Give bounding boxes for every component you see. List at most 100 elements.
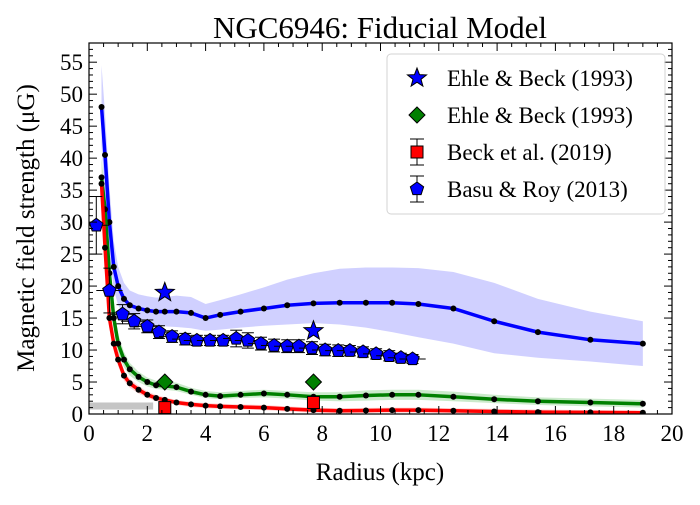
ehle-beck-diamond-1 bbox=[304, 373, 323, 391]
model-point-0-12 bbox=[188, 309, 195, 316]
model-point-0-2 bbox=[106, 219, 113, 226]
model-lines bbox=[98, 103, 646, 414]
legend: Ehle & Beck (1993) Ehle & Beck (1993) Beck… bbox=[386, 53, 666, 215]
legend-star-icon bbox=[406, 66, 428, 88]
model-band-0 bbox=[101, 65, 643, 367]
model-point-0-11 bbox=[173, 308, 180, 315]
model-point-1-12 bbox=[188, 388, 195, 395]
legend-box bbox=[386, 53, 666, 215]
model-point-0-24 bbox=[491, 318, 498, 325]
model-point-1-24 bbox=[491, 396, 498, 403]
model-point-0-0 bbox=[98, 103, 105, 110]
model-point-0-3 bbox=[110, 263, 117, 270]
basu-roy-point bbox=[368, 346, 384, 361]
basu-roy-point bbox=[189, 332, 205, 347]
x-tick-label: 10 bbox=[369, 421, 392, 446]
model-point-0-23 bbox=[450, 305, 457, 312]
model-point-0-21 bbox=[389, 299, 396, 306]
model-point-1-3 bbox=[110, 315, 117, 322]
basu-roy-point bbox=[177, 331, 193, 346]
y-tick-label: 25 bbox=[60, 242, 83, 267]
x-tick-label: 4 bbox=[200, 421, 212, 446]
model-point-1-0 bbox=[98, 174, 105, 181]
basu-roy-point bbox=[317, 342, 333, 357]
observation-markers bbox=[89, 196, 426, 415]
model-point-0-10 bbox=[161, 308, 168, 315]
model-point-2-13 bbox=[202, 402, 209, 409]
beck-2019-square-1 bbox=[306, 395, 320, 409]
basu-roy-point bbox=[382, 348, 397, 362]
model-point-1-11 bbox=[173, 384, 180, 391]
basu-roy-point bbox=[164, 328, 180, 343]
basu-roy-point bbox=[266, 337, 282, 352]
model-point-1-17 bbox=[284, 391, 291, 398]
model-point-1-22 bbox=[415, 391, 422, 398]
model-point-0-15 bbox=[237, 308, 244, 315]
model-point-0-13 bbox=[202, 315, 209, 322]
y-tick-label: 30 bbox=[60, 210, 83, 235]
model-line-0 bbox=[99, 106, 643, 346]
model-line-2 bbox=[99, 183, 643, 414]
basu-roy-point bbox=[355, 344, 371, 359]
model-point-1-15 bbox=[237, 391, 244, 398]
model-point-0-26 bbox=[587, 336, 594, 343]
x-tick-label: 8 bbox=[316, 421, 328, 446]
model-point-0-22 bbox=[415, 300, 422, 307]
model-point-2-15 bbox=[237, 403, 244, 410]
model-point-1-25 bbox=[534, 398, 541, 405]
model-point-1-23 bbox=[450, 393, 457, 400]
basu-roy-point bbox=[102, 282, 117, 297]
model-point-1-19 bbox=[336, 393, 343, 400]
y-tick-label: 55 bbox=[60, 50, 83, 75]
ehle-beck-star-1 bbox=[302, 319, 325, 341]
basu-roy-point bbox=[405, 351, 420, 366]
y-tick-label: 35 bbox=[60, 178, 83, 203]
model-point-0-5 bbox=[120, 295, 127, 302]
model-point-1-13 bbox=[202, 391, 209, 398]
legend-square-icon bbox=[410, 145, 424, 159]
model-point-1-26 bbox=[587, 399, 594, 406]
model-point-1-16 bbox=[260, 390, 267, 397]
x-tick-label: 18 bbox=[602, 421, 625, 446]
x-tick-label: 2 bbox=[142, 421, 154, 446]
model-point-1-7 bbox=[135, 373, 142, 380]
ehle-beck-star-0 bbox=[153, 281, 176, 302]
model-point-2-1 bbox=[102, 244, 109, 251]
basu-roy-point bbox=[291, 338, 307, 353]
model-point-2-0 bbox=[98, 180, 105, 187]
model-point-2-11 bbox=[173, 399, 180, 406]
model-point-2-5 bbox=[120, 372, 127, 379]
model-point-0-27 bbox=[639, 340, 646, 347]
model-point-2-4 bbox=[115, 356, 122, 363]
model-point-2-6 bbox=[126, 380, 133, 387]
basu-roy-point bbox=[228, 330, 244, 345]
legend-pentagon-icon bbox=[409, 181, 425, 196]
x-axis-label: Radius (kpc) bbox=[316, 459, 444, 486]
model-point-2-9 bbox=[153, 395, 160, 402]
x-tick-label: 6 bbox=[258, 421, 270, 446]
legend-diamond-icon bbox=[408, 106, 426, 124]
x-tick-label: 12 bbox=[427, 421, 450, 446]
legend-label: Basu & Roy (2013) bbox=[447, 177, 628, 202]
model-point-2-17 bbox=[284, 405, 291, 412]
basu-roy-point bbox=[279, 338, 295, 353]
model-point-2-8 bbox=[144, 391, 151, 398]
model-point-2-26 bbox=[587, 409, 594, 414]
model-point-2-25 bbox=[534, 409, 541, 414]
model-point-0-20 bbox=[362, 299, 369, 306]
legend-label: Ehle & Beck (1993) bbox=[447, 103, 633, 128]
beck-2019-range-band bbox=[89, 402, 154, 410]
basu-roy-point bbox=[215, 332, 231, 347]
model-point-1-8 bbox=[144, 379, 151, 386]
basu-roy-point bbox=[342, 343, 358, 357]
beck-2019-square-0 bbox=[158, 401, 172, 415]
basu-roy-point bbox=[330, 343, 346, 357]
model-point-0-7 bbox=[135, 305, 142, 312]
axes: 0 2 4 6 8 10 12 14 16 18 20 0 5 10 15 20 25 30 35 40 45 50 55 bbox=[60, 42, 684, 446]
y-tick-label: 15 bbox=[60, 306, 83, 331]
y-tick-label: 45 bbox=[60, 114, 83, 139]
model-point-2-2 bbox=[106, 315, 113, 322]
basu-roy-point bbox=[304, 340, 320, 355]
